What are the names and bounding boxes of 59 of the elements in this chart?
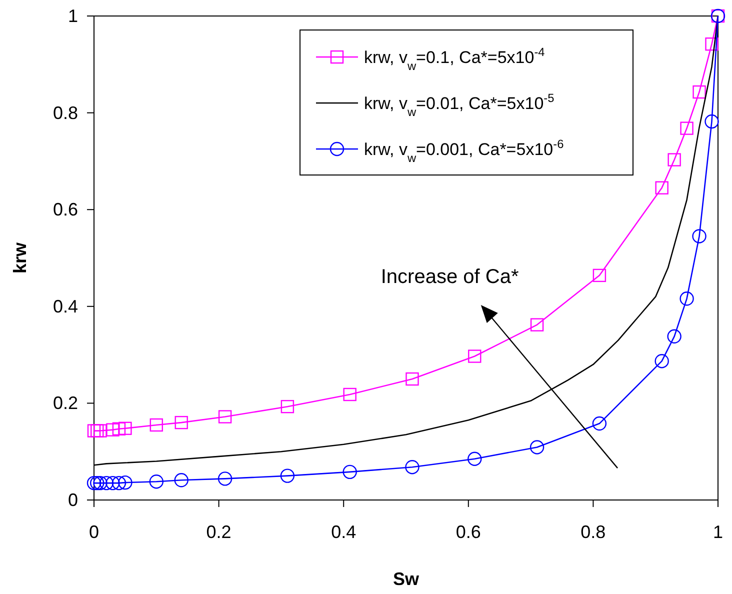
legend-label: krw, v$_{w}$=0.001, Ca*=5x10$^{-6}$ bbox=[364, 137, 564, 165]
point bbox=[118, 475, 132, 490]
point bbox=[405, 460, 420, 474]
point bbox=[174, 416, 188, 430]
point bbox=[342, 464, 357, 480]
point bbox=[592, 416, 607, 431]
point bbox=[149, 474, 164, 489]
point bbox=[705, 37, 718, 51]
point bbox=[99, 476, 114, 490]
y-tick-label: 1 bbox=[68, 6, 78, 26]
point bbox=[150, 418, 163, 432]
point bbox=[218, 410, 232, 424]
point bbox=[112, 476, 126, 490]
x-tick-label: 1 bbox=[712, 522, 724, 542]
point bbox=[86, 476, 102, 490]
point bbox=[174, 473, 188, 488]
y-tick-label: 0.6 bbox=[52, 200, 78, 220]
point bbox=[468, 452, 482, 466]
point bbox=[530, 318, 544, 332]
point bbox=[668, 153, 681, 166]
y-tick-label: 0.4 bbox=[52, 296, 78, 316]
point bbox=[680, 292, 694, 306]
point bbox=[118, 422, 132, 435]
point bbox=[106, 476, 120, 490]
point bbox=[406, 372, 419, 386]
x-axis-title: Sw bbox=[392, 569, 420, 589]
point bbox=[704, 114, 719, 129]
point bbox=[90, 424, 104, 438]
y-tick-label: 0.8 bbox=[52, 102, 78, 123]
point bbox=[680, 122, 694, 135]
point bbox=[218, 472, 232, 486]
point bbox=[87, 424, 101, 438]
x-tick-label: 0.6 bbox=[456, 522, 481, 542]
point bbox=[530, 440, 544, 454]
point bbox=[692, 85, 706, 99]
point bbox=[106, 423, 120, 436]
x-tick-label: 0.4 bbox=[331, 522, 356, 542]
point bbox=[692, 229, 706, 244]
point bbox=[592, 268, 606, 282]
point bbox=[280, 468, 295, 483]
point bbox=[654, 354, 669, 368]
point bbox=[90, 476, 104, 490]
legend-label: krw, v$_{w}$=0.1, Ca*=5x10$^{-4}$ bbox=[364, 45, 546, 73]
y-axis-title: krw bbox=[10, 242, 30, 274]
x-tick-label: 0.2 bbox=[206, 522, 232, 542]
annotation: Increase of Ca* bbox=[380, 266, 519, 288]
point bbox=[93, 476, 108, 490]
point bbox=[280, 400, 294, 414]
point bbox=[94, 424, 107, 438]
x-tick-label: 0.8 bbox=[580, 522, 606, 542]
y-tick-label: 0 bbox=[68, 490, 78, 510]
point bbox=[112, 422, 126, 436]
point bbox=[667, 329, 682, 344]
y-tick-label: 0.2 bbox=[52, 393, 78, 414]
point bbox=[343, 388, 356, 402]
point bbox=[468, 350, 482, 363]
point bbox=[655, 181, 668, 194]
x-tick-label: 0 bbox=[88, 522, 100, 542]
legend-label: krw, v$_{w}$=0.01, Ca*=5x10$^{-5}$ bbox=[364, 91, 555, 119]
